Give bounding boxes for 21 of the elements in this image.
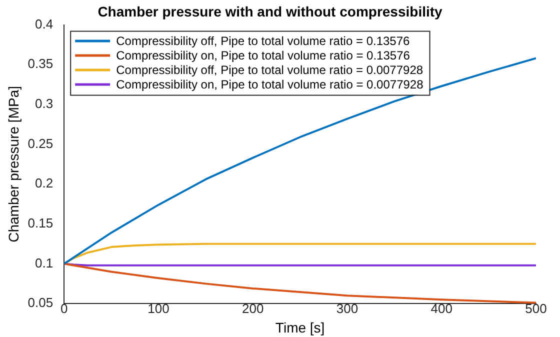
x-tick-label: 200 [242, 300, 264, 316]
x-tick-label: 100 [148, 300, 170, 316]
y-tick-label: 0.35 [28, 56, 54, 72]
x-tick-label: 400 [430, 300, 452, 316]
legend-label: Compressibility off, Pipe to total volume ratio = 0.13576 [116, 34, 410, 48]
y-tick-label: 0.2 [35, 176, 54, 191]
y-tick-label: 0.4 [35, 16, 54, 32]
y-tick-label: 0.3 [35, 96, 54, 112]
x-tick-label: 300 [336, 300, 358, 316]
y-tick-label: 0.25 [28, 136, 54, 151]
x-tick-label: 0 [60, 300, 68, 316]
chart-title: Chamber pressure with and without compressibility [98, 3, 443, 20]
legend-label: Compressibility off, Pipe to total volume ratio = 0.0077928 [116, 62, 424, 77]
legend-label: Compressibility on, Pipe to total volume ratio = 0.0077928 [116, 77, 424, 92]
y-tick-label: 0.1 [35, 255, 54, 270]
y-tick-label: 0.15 [28, 216, 54, 231]
y-axis-title: Chamber pressure [MPa] [5, 86, 22, 242]
y-tick-label: 0.05 [28, 295, 54, 310]
legend-label: Compressibility on, Pipe to total volume ratio = 0.13576 [116, 48, 410, 62]
x-tick-label: 500 [525, 300, 547, 316]
x-axis-title: Time [s] [275, 319, 325, 336]
